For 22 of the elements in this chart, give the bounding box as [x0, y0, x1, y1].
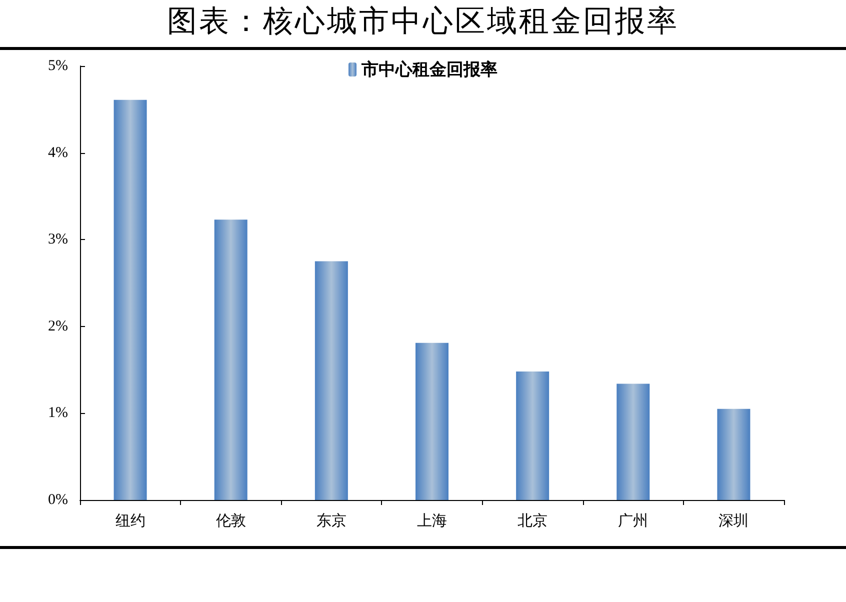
bar [616, 384, 650, 500]
legend-label: 市中心租金回报率 [360, 60, 498, 79]
bar [314, 261, 348, 500]
x-tick-label: 北京 [518, 512, 548, 530]
bar [516, 372, 550, 500]
bar [717, 408, 750, 500]
x-tick-label: 广州 [618, 512, 648, 530]
x-tick-label: 伦敦 [216, 512, 246, 530]
y-tick-label: 2% [48, 318, 68, 334]
chart-title: 图表：核心城市中心区域租金回报率 [166, 4, 680, 40]
y-tick-label: 5% [48, 58, 68, 74]
x-tick-label: 纽约 [115, 512, 146, 530]
bar [214, 220, 248, 500]
y-tick-label: 3% [48, 232, 68, 248]
x-tick-label: 深圳 [718, 512, 749, 530]
x-tick-label: 上海 [417, 512, 447, 530]
y-tick-label: 4% [48, 144, 68, 161]
bar [416, 342, 448, 500]
x-tick-label: 东京 [316, 512, 346, 530]
y-tick-label: 1% [48, 405, 68, 422]
y-tick-label: 0% [48, 492, 68, 508]
bar [114, 100, 147, 500]
